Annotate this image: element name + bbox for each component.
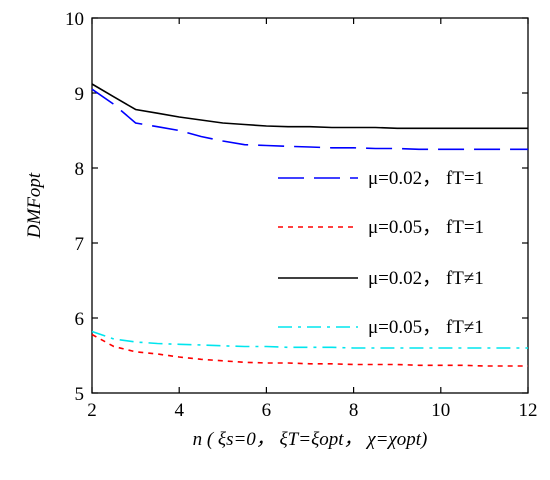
plot-frame (91, 17, 529, 394)
series-layer (91, 83, 528, 367)
series-line-1 (91, 88, 528, 151)
y-tick-label: 9 (75, 84, 85, 105)
axis-labels: n ( ξs=0， ξT=ξopt， χ=χopt) DMFopt (24, 172, 427, 450)
legend-label-2: μ=0.05， fT=1 (368, 217, 484, 238)
series-line-2 (91, 333, 528, 367)
y-axis-label: DMFopt (24, 172, 45, 239)
legend-label-3: μ=0.02， fT≠1 (368, 268, 484, 289)
x-axis-label: n ( ξs=0， ξT=ξopt， χ=χopt) (193, 429, 428, 450)
y-tick-label: 8 (75, 159, 85, 180)
y-tick-label: 7 (75, 234, 85, 255)
series-line-3 (91, 83, 528, 130)
y-tick-label: 5 (75, 384, 85, 405)
y-tick-label: 6 (75, 309, 85, 330)
x-tick-label: 2 (87, 400, 97, 421)
x-tick-label: 8 (349, 400, 359, 421)
x-tick-label: 6 (262, 400, 272, 421)
legend: μ=0.02， fT=1 μ=0.05， fT=1 μ=0.02， fT≠1 μ=0.… (278, 168, 484, 338)
x-tick-label: 4 (174, 400, 184, 421)
plot-area: 2 4 6 8 10 12 5 6 7 8 9 10 (65, 9, 538, 421)
legend-label-1: μ=0.02， fT=1 (368, 168, 484, 189)
x-tick-label: 12 (519, 400, 538, 421)
y-tick-label: 10 (65, 9, 84, 30)
x-tick-label: 10 (431, 400, 450, 421)
legend-label-4: μ=0.05， fT≠1 (368, 317, 484, 338)
